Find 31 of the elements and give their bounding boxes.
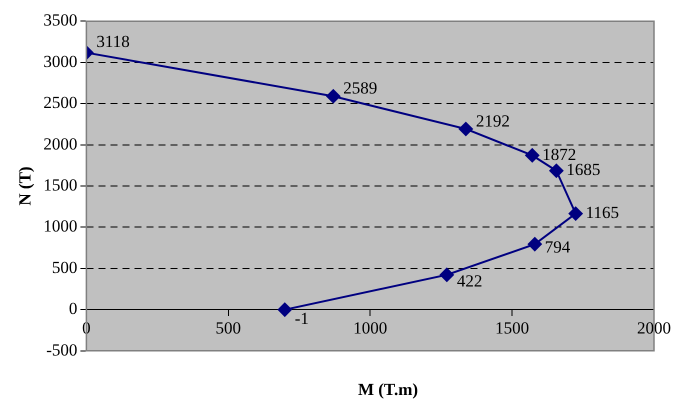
y-tick-label: -500 xyxy=(46,340,78,360)
point xyxy=(525,148,540,162)
x-axis-title: M (T.m) xyxy=(356,380,420,400)
y-tick-label: 1000 xyxy=(43,216,78,236)
point xyxy=(458,122,473,136)
point xyxy=(568,206,583,221)
data-label: 422 xyxy=(456,271,482,290)
x-tick-label: 1500 xyxy=(495,318,530,338)
y-tick-label: 500 xyxy=(52,258,78,277)
y-tick-label: 2500 xyxy=(43,93,78,112)
point xyxy=(278,302,292,317)
data-label: 2589 xyxy=(343,78,378,98)
y-tick-label: 1500 xyxy=(43,175,78,194)
data-label: 1165 xyxy=(586,203,620,222)
y-tick-label: 3500 xyxy=(43,10,78,30)
y-axis-title: N (T) xyxy=(16,166,35,206)
point xyxy=(549,164,564,178)
x-tick-label: 1000 xyxy=(353,318,388,338)
x-tick-label: 0 xyxy=(82,318,91,338)
point xyxy=(326,89,340,104)
data-label: 3118 xyxy=(96,32,130,52)
data-label: 2192 xyxy=(476,111,510,130)
y-tick-label: 3000 xyxy=(43,52,78,71)
point xyxy=(528,237,542,252)
y-tick-label: 0 xyxy=(68,299,78,318)
data-label: 794 xyxy=(544,238,571,257)
data-label: -1 xyxy=(294,309,309,328)
point xyxy=(440,268,454,282)
y-tick-label: 2000 xyxy=(43,134,78,154)
x-tick-label: 2000 xyxy=(637,318,671,338)
x-tick-label: 500 xyxy=(216,318,242,338)
